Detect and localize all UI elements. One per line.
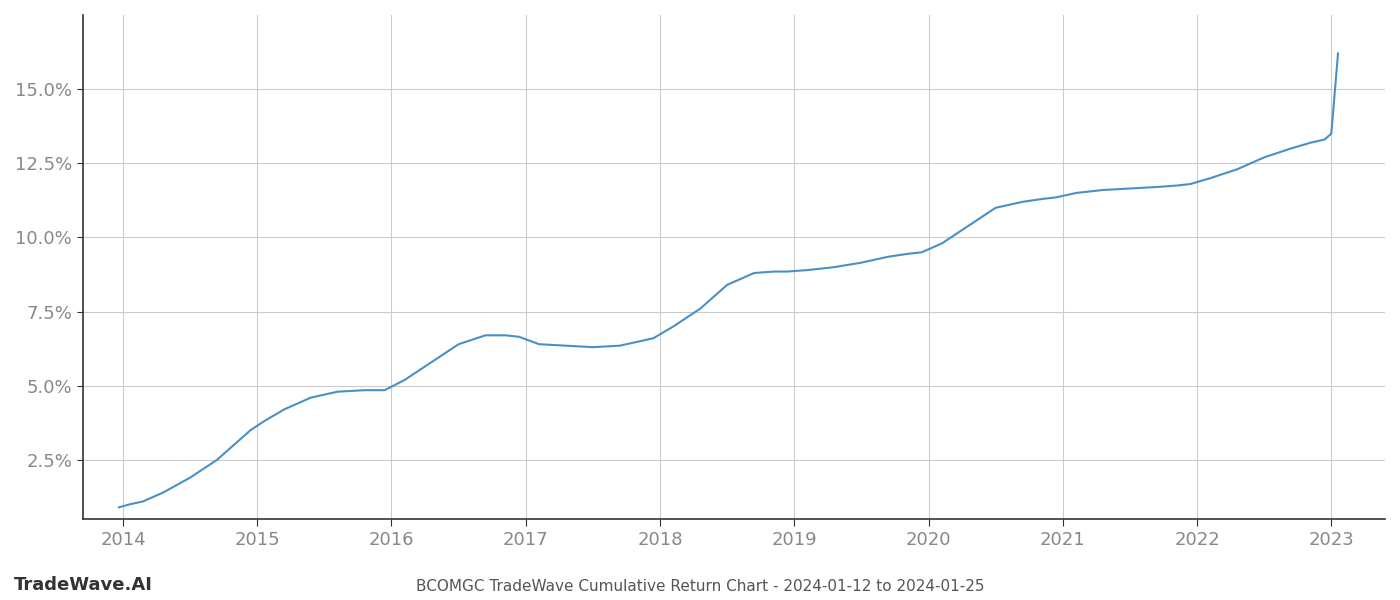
Text: TradeWave.AI: TradeWave.AI <box>14 576 153 594</box>
Text: BCOMGC TradeWave Cumulative Return Chart - 2024-01-12 to 2024-01-25: BCOMGC TradeWave Cumulative Return Chart… <box>416 579 984 594</box>
